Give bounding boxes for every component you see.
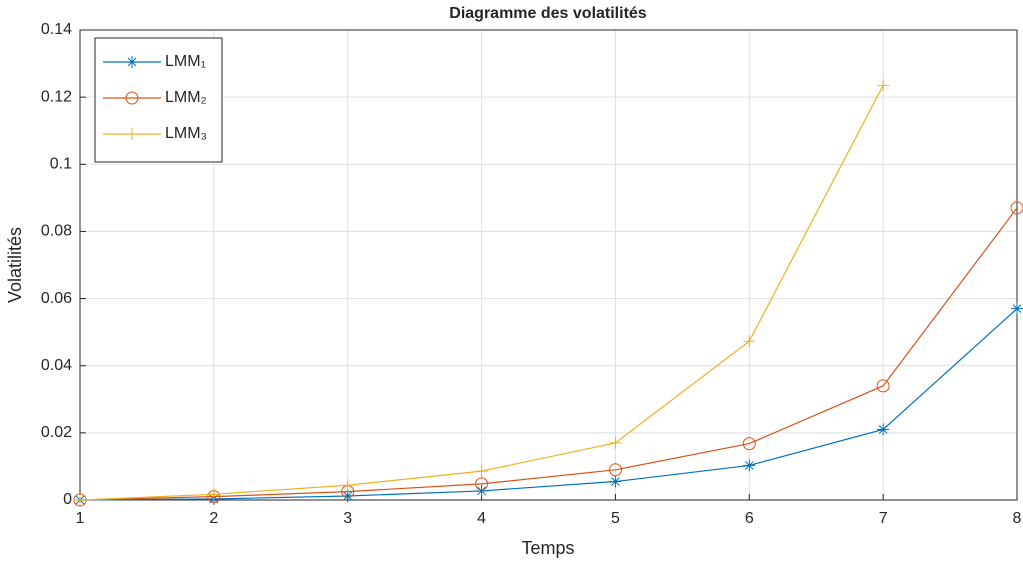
marker [742,437,756,451]
marker-shape [743,459,756,472]
x-tick-label: 7 [879,510,888,527]
y-tick-label: 0.1 [50,156,72,173]
marker [125,91,139,105]
y-tick-label: 0.06 [41,290,72,307]
y-tick-label: 0.08 [41,223,72,240]
marker-shape [207,488,220,501]
marker-shape [74,494,86,506]
marker-shape [1011,302,1023,315]
marker [1010,201,1023,215]
chart-title: Diagramme des volatilités [449,5,647,22]
y-tick-label: 0.02 [41,424,72,441]
marker-shape [125,91,139,105]
marker [341,489,354,502]
legend-label: LMM₃ [165,125,207,142]
marker [743,335,756,348]
marker [743,459,756,472]
marker-shape [341,489,354,502]
marker-shape [877,423,890,436]
y-axis-label: Volatilités [5,227,25,303]
x-tick-label: 4 [477,510,486,527]
marker-shape [1010,201,1023,215]
y-tick-label: 0.14 [41,21,72,38]
marker-shape [743,335,756,348]
marker [608,463,622,477]
marker-shape [609,475,622,488]
marker [877,423,890,436]
x-tick-label: 6 [745,510,754,527]
series-line [79,308,1018,501]
marker-shape [742,437,756,451]
legend-label: LMM₁ [165,53,206,70]
x-tick-label: 1 [76,510,85,527]
marker [341,479,354,492]
x-axis-label: Temps [521,538,574,558]
marker-shape [475,465,488,478]
x-tick-label: 8 [1013,510,1022,527]
marker [475,477,489,491]
marker-shape [876,379,890,393]
marker [207,488,220,501]
marker-shape [126,56,138,68]
marker-shape [608,463,622,477]
y-tick-label: 0.04 [41,357,72,374]
series-line [79,207,1018,501]
marker [1011,302,1023,315]
x-tick-label: 3 [343,510,352,527]
marker-shape [877,79,890,92]
marker [126,128,138,140]
marker [609,436,622,449]
marker [876,379,890,393]
marker [475,465,488,478]
marker [126,56,138,68]
legend-label: LMM₂ [165,89,207,106]
legend: LMM₁ LMM₂ LMM₃ [94,37,223,163]
marker [609,475,622,488]
x-tick-label: 2 [209,510,218,527]
axes-box [79,29,1018,501]
marker-shape [475,484,488,497]
plot-area [80,30,1017,500]
y-tick-label: 0.12 [41,88,72,105]
marker-shape [341,479,354,492]
marker [74,494,86,506]
marker-shape [475,477,489,491]
marker [877,79,890,92]
marker [475,484,488,497]
x-tick-label: 5 [611,510,620,527]
legend-box [94,37,223,163]
marker-shape [126,128,138,140]
y-tick-label: 0 [63,491,72,508]
marker-shape [609,436,622,449]
